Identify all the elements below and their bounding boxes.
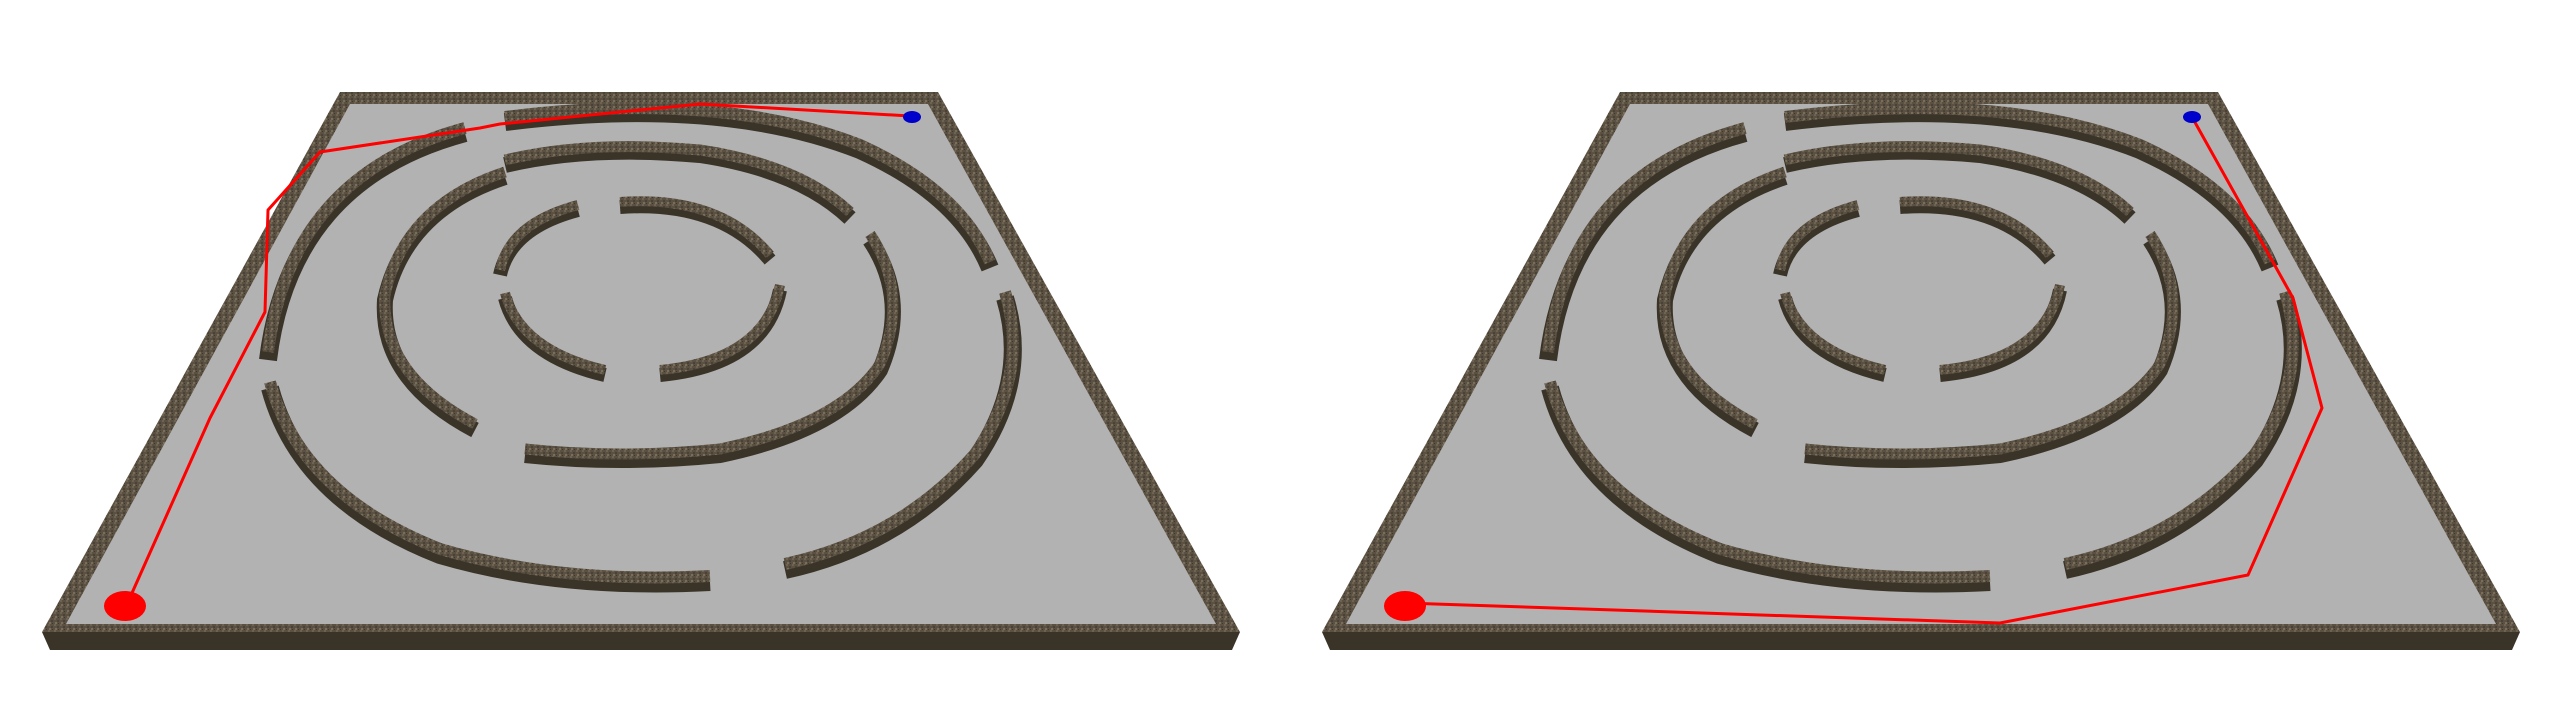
start-marker — [1384, 591, 1426, 621]
route-line — [126, 102, 911, 603]
maze-walls — [1539, 102, 2302, 593]
maze-panel-left — [42, 92, 1240, 650]
start-marker — [104, 591, 146, 621]
board-surface — [1346, 104, 2496, 624]
route-line — [1404, 116, 2324, 625]
maze-panel-right — [1322, 92, 2520, 650]
board-edge — [42, 632, 1240, 650]
board-edge — [1322, 632, 2520, 650]
goal-marker — [903, 111, 921, 123]
goal-marker — [2183, 111, 2201, 123]
